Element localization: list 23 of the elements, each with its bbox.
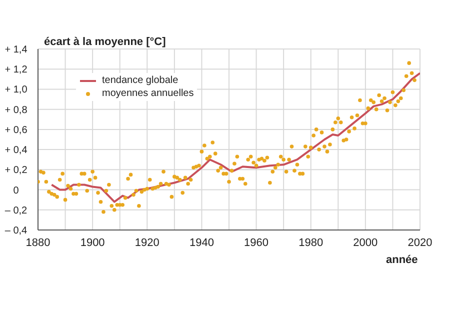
x-tick-label: 1960 — [244, 236, 269, 249]
x-tick-label: 1920 — [134, 236, 160, 249]
x-axis-title: année — [386, 254, 418, 266]
x-tick-label: 1900 — [80, 236, 105, 249]
y-tick-label: 0 — [13, 185, 20, 196]
y-axis-title: écart à la moyenne [°C] — [44, 36, 166, 48]
line-series — [50, 72, 420, 203]
y-tick-label: + 0,4 — [4, 145, 28, 156]
y-tick-label: + 1,2 — [4, 64, 28, 76]
x-tick-label: 1980 — [298, 236, 324, 249]
y-tick-label: + 1,4 — [4, 44, 28, 56]
legend-label: moyennes annuelles — [102, 87, 194, 100]
y-tick-label: + 1,0 — [4, 84, 28, 96]
y-tick-label: – 0,4 — [4, 226, 28, 236]
x-tick-label: 1940 — [189, 236, 214, 249]
y-tick-label: – 0,2 — [4, 205, 28, 216]
x-tick-label: 2000 — [353, 236, 378, 249]
y-tick-label: + 0,2 — [4, 165, 28, 176]
legend-label: tendance globale — [102, 74, 178, 87]
y-tick-label: + 0,8 — [4, 104, 28, 116]
x-tick-label: 2020 — [408, 236, 432, 249]
y-tick-label: + 0,6 — [4, 124, 28, 136]
x-tick-label: 1880 — [26, 236, 50, 249]
